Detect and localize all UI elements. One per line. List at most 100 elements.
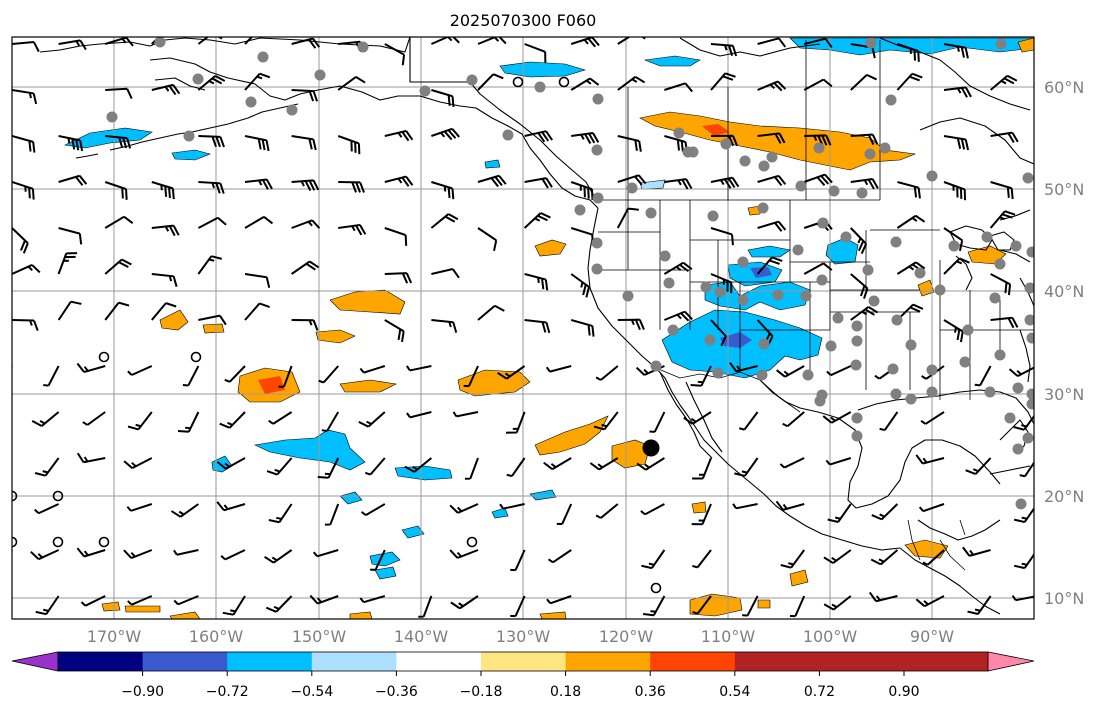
station-marker (758, 338, 770, 350)
wind-barb (57, 252, 78, 275)
wind-barb (12, 135, 36, 153)
wind-barb (524, 177, 553, 189)
wind-barb (338, 223, 367, 236)
wind-barb (683, 411, 712, 425)
station-marker (704, 334, 716, 346)
colorbar-tick-label: 0.72 (804, 684, 835, 700)
wind-barb (649, 411, 666, 433)
colorbar-segment (481, 652, 567, 671)
wind-barb (779, 457, 805, 469)
wind-barb (222, 595, 246, 616)
station-marker (245, 96, 257, 108)
wind-barb (406, 365, 432, 372)
positive-shading (101, 37, 1034, 619)
wind-barb (710, 227, 734, 246)
station-marker (813, 142, 825, 154)
wind-barb (291, 260, 320, 275)
station-marker (756, 369, 768, 381)
wind-barb (571, 132, 600, 144)
wind-barb (879, 411, 899, 432)
wind-barb (827, 503, 852, 523)
wind-barb (1019, 457, 1034, 478)
wind-barb (757, 174, 787, 187)
wind-barb (506, 457, 526, 477)
wind-barb (738, 411, 759, 431)
wind-barb (943, 86, 972, 98)
wind-barb (742, 595, 759, 617)
wind-barb (384, 319, 405, 343)
station-marker (714, 286, 726, 298)
station-marker (795, 180, 807, 192)
colorbar: −0.90 −0.72 −0.54 −0.36 −0.18 0.18 0.36 0.54 0.7… (11, 651, 1035, 700)
station-marker (948, 240, 960, 252)
wind-barb (589, 457, 619, 471)
wind-barb (523, 212, 551, 229)
wind-barb (244, 178, 273, 190)
wind-barb (268, 411, 293, 425)
wind-barb (384, 272, 413, 284)
lon-label: 150°W (292, 627, 347, 646)
wind-barb (198, 181, 225, 194)
station-marker (659, 250, 671, 262)
wind-barb (58, 174, 88, 186)
wind-barb (370, 549, 386, 571)
wind-barb (803, 220, 833, 232)
colorbar-tick-label: 0.36 (635, 684, 666, 700)
station-marker (802, 369, 814, 381)
station-marker (106, 111, 118, 123)
wind-barb (990, 273, 1012, 296)
wind-barb (782, 411, 805, 428)
wind-barb (338, 181, 365, 193)
lon-label: 140°W (394, 627, 449, 646)
wind-barb (641, 549, 666, 570)
map-panel (11, 36, 1035, 620)
wind-barb (291, 179, 320, 192)
station-marker (466, 74, 478, 86)
wind-barb (826, 365, 852, 377)
station-marker (891, 314, 903, 326)
station-marker (700, 281, 712, 293)
colorbar-segment (734, 652, 989, 671)
wind-barb (477, 227, 498, 252)
wind-barb (364, 457, 386, 476)
colorbar-frame (57, 651, 989, 672)
longitude-labels: 170°W 160°W 150°W 140°W 130°W 120°W 110°… (87, 627, 954, 646)
wind-barb (775, 500, 805, 511)
wind-barb (224, 365, 246, 383)
station-marker (687, 146, 699, 158)
station-marker (832, 312, 844, 324)
station-marker (592, 93, 604, 105)
wind-barb (244, 135, 270, 152)
station-marker (840, 231, 852, 243)
wind-barb (291, 89, 319, 102)
wind-barb (384, 175, 414, 187)
wind-barb (776, 365, 805, 378)
wind-barb (317, 457, 340, 479)
wind-barb (318, 365, 339, 384)
wind-barb (1013, 549, 1034, 570)
colorbar-segment (142, 652, 228, 671)
wind-barb (58, 135, 84, 152)
station-marker (154, 37, 166, 48)
station-marker (502, 129, 514, 141)
wind-barb (870, 549, 899, 566)
wind-barb (690, 365, 712, 387)
wind-barb (616, 207, 639, 229)
wind-barb (431, 181, 455, 200)
wind-barb (244, 72, 271, 91)
wind-barb (35, 595, 60, 616)
wind-barb (825, 457, 852, 466)
wind-barb (757, 80, 787, 92)
colorbar-extend-max (987, 651, 1035, 672)
wind-barb (734, 457, 759, 477)
station-marker (914, 267, 926, 279)
wind-barb (291, 319, 319, 331)
map-title: 2025070300 F060 (450, 11, 597, 30)
wind-barb (510, 595, 526, 618)
wind-barb (324, 503, 340, 526)
wind-barb (268, 503, 293, 524)
wind-barb (30, 549, 60, 561)
station-marker (962, 324, 974, 336)
wind-barb (1013, 503, 1034, 524)
wind-barb (595, 365, 619, 381)
